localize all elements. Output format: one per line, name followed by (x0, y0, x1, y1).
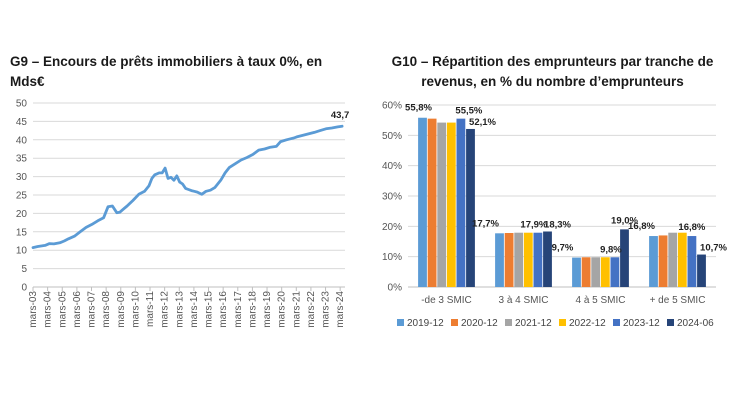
g9-y-tick-label: 35 (16, 154, 28, 165)
g10-bar (591, 257, 601, 287)
g10-bar (581, 257, 591, 287)
g9-y-tick-label: 15 (16, 227, 28, 238)
g10-legend-label: 2021-12 (515, 318, 552, 329)
g9-y-tick-label: 30 (16, 172, 28, 183)
g10-y-tick-label: 0% (388, 283, 403, 294)
g10-legend-swatch (613, 319, 620, 326)
g10-bar (610, 257, 620, 287)
g10-data-label: 19,0% (611, 215, 638, 226)
g9-x-tick-label: mars-08 (101, 291, 112, 328)
g9-x-tick-label: mars-13 (174, 291, 185, 328)
g9-x-tick-label: mars-18 (247, 291, 258, 328)
g9-y-tick-label: 0 (21, 283, 27, 294)
g10-legend-label: 2022-12 (569, 318, 606, 329)
g9-x-tick-label: mars-05 (57, 291, 68, 328)
g10-bar (466, 128, 475, 287)
g10-data-label: 18,3% (544, 219, 571, 230)
g10-legend-label: 2024-06 (677, 318, 714, 329)
g10-legend-swatch (397, 319, 404, 326)
g10-bar (677, 232, 687, 287)
g9-y-tick-label: 45 (16, 117, 28, 128)
g10-legend-swatch (451, 319, 458, 326)
g9-x-tick-label: mars-16 (218, 291, 229, 328)
g10-bar (514, 232, 524, 287)
g9-x-tick-label: mars-04 (43, 291, 54, 328)
g9-x-tick-label: mars-19 (262, 291, 273, 328)
g10-bar (572, 257, 581, 287)
g10-data-label: 9,7% (552, 243, 574, 254)
g9-series-line (31, 124, 344, 250)
g10-y-tick-label: 60% (382, 101, 402, 112)
g10-data-label: 9,8% (600, 244, 622, 255)
g10-category-label: -de 3 SMIC (421, 295, 472, 306)
g10-data-label: 55,8% (405, 103, 432, 114)
g10-data-label: 10,7% (700, 243, 727, 254)
g9-x-tick-label: mars-24 (335, 291, 346, 328)
g9-x-tick-label: mars-03 (28, 291, 39, 328)
g9-x-tick-label: mars-12 (160, 291, 171, 328)
g9-x-tick-label: mars-20 (277, 291, 288, 328)
g9-end-value-label: 43,7 (331, 110, 350, 121)
g10-bar (658, 235, 668, 287)
g9-x-tick-label: mars-09 (116, 291, 127, 328)
g10-legend-label: 2019-12 (407, 318, 444, 329)
g10-legend-swatch (667, 319, 674, 326)
g10-bar (543, 231, 552, 287)
g10-data-label: 16,8% (628, 221, 655, 232)
g10-bar (649, 236, 658, 287)
g10-data-label: 17,7% (472, 218, 499, 229)
g9-x-tick-label: mars-21 (291, 291, 302, 328)
g10-bar (620, 229, 629, 287)
g10-bar (456, 118, 466, 288)
g10-legend-swatch (559, 319, 566, 326)
g10-legend-swatch (505, 319, 512, 326)
g10-category-label: 4 à 5 SMIC (575, 295, 625, 306)
g10-y-tick-label: 30% (382, 192, 402, 203)
g10-category-label: 3 à 4 SMIC (498, 295, 548, 306)
g10-bar (495, 233, 504, 287)
g9-y-tick-label: 5 (21, 264, 27, 275)
g10-y-tick-label: 50% (382, 131, 402, 142)
g10-bar (668, 232, 678, 287)
g10-y-tick-label: 40% (382, 161, 402, 172)
g9-chart-title: G9 – Encours de prêts immobiliers à taux… (10, 54, 323, 89)
g10-bar (533, 232, 543, 287)
g10-bar (504, 233, 514, 287)
g9-x-tick-label: mars-15 (204, 291, 215, 328)
g10-bar (418, 117, 427, 288)
g10-legend-label: 2023-12 (623, 318, 660, 329)
g9-x-tick-label: mars-07 (87, 291, 98, 328)
g10-data-label: 16,8% (678, 222, 705, 233)
g9-x-tick-label: mars-10 (130, 291, 141, 328)
g9-y-tick-label: 20 (16, 209, 28, 220)
g9-y-tick-label: 10 (16, 246, 28, 257)
g10-legend-label: 2020-12 (461, 318, 498, 329)
g10-data-label: 17,9% (520, 220, 547, 231)
g10-data-label: 52,1% (469, 117, 496, 128)
g10-bar (446, 122, 456, 288)
g10-y-tick-label: 10% (382, 252, 402, 263)
g10-bar (427, 118, 437, 288)
g9-y-tick-label: 50 (16, 99, 28, 110)
g10-bar-chart: 0% 10% 20% 30% 40% 50% 60% -de 3 SMIC 3 à 4 SMIC… (382, 101, 728, 330)
g10-bar (697, 254, 706, 287)
g9-y-tick-label: 40 (16, 135, 28, 146)
g9-x-tick-label: mars-22 (306, 291, 317, 328)
g10-data-label: 55,5% (455, 106, 482, 117)
g10-chart-title: G10 – Répartition des emprunteurs par tr… (391, 54, 714, 89)
g9-y-tick-label: 25 (16, 191, 28, 202)
g10-bar (687, 236, 697, 287)
g10-bar (437, 122, 447, 288)
g10-bar (523, 232, 533, 287)
g9-x-tick-label: mars-14 (189, 291, 200, 328)
g9-x-tick-label: mars-23 (321, 291, 332, 328)
g10-bar (600, 257, 610, 287)
g10-y-tick-label: 20% (382, 222, 402, 233)
g10-category-label: + de 5 SMIC (650, 295, 706, 306)
g9-x-tick-label: mars-06 (72, 291, 83, 328)
g9-x-tick-label: mars-17 (233, 291, 244, 328)
g9-x-tick-label: mars-11 (145, 291, 156, 327)
